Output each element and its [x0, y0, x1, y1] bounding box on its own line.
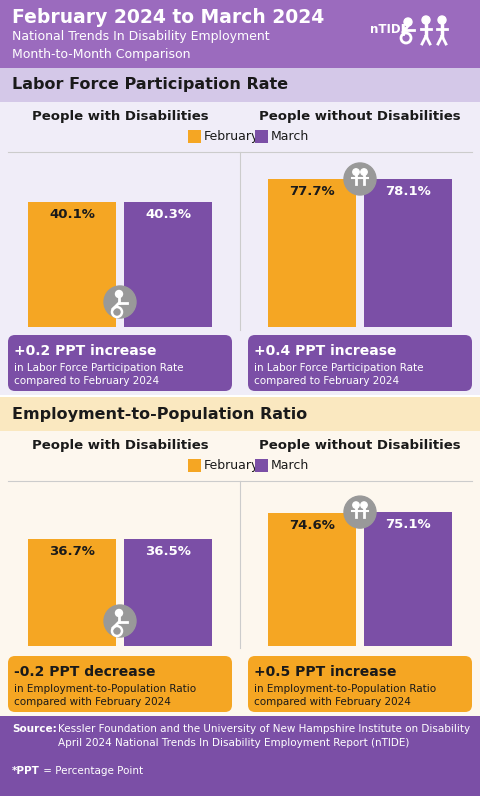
Bar	[268, 513, 356, 646]
Bar	[0, 431, 480, 716]
Text: Source:: Source:	[12, 724, 57, 734]
Bar	[188, 459, 201, 472]
Bar	[0, 716, 480, 796]
Circle shape	[438, 16, 446, 24]
Bar	[0, 0, 480, 68]
Circle shape	[104, 605, 136, 637]
Bar	[124, 539, 212, 646]
Circle shape	[116, 291, 122, 298]
Text: People without Disabilities: People without Disabilities	[259, 110, 461, 123]
Text: 74.6%: 74.6%	[289, 518, 335, 532]
Text: 75.1%: 75.1%	[385, 517, 431, 531]
Circle shape	[104, 286, 136, 318]
Text: March: March	[271, 459, 309, 472]
Text: 77.7%: 77.7%	[289, 185, 335, 198]
Text: nTIDE: nTIDE	[370, 23, 408, 36]
Circle shape	[361, 169, 367, 175]
FancyBboxPatch shape	[8, 335, 232, 391]
Circle shape	[422, 16, 430, 24]
Text: = Percentage Point: = Percentage Point	[40, 766, 143, 776]
Text: Employment-to-Population Ratio: Employment-to-Population Ratio	[12, 407, 307, 422]
Text: +0.4 PPT increase: +0.4 PPT increase	[254, 344, 396, 358]
Circle shape	[344, 496, 376, 528]
Text: People with Disabilities: People with Disabilities	[32, 110, 208, 123]
Text: *PPT: *PPT	[12, 766, 40, 776]
Text: +0.5 PPT increase: +0.5 PPT increase	[254, 665, 396, 679]
Text: 36.7%: 36.7%	[49, 544, 95, 557]
Text: Labor Force Participation Rate: Labor Force Participation Rate	[12, 77, 288, 92]
Circle shape	[353, 169, 359, 175]
Text: in Employment-to-Population Ratio
compared with February 2024: in Employment-to-Population Ratio compar…	[14, 684, 196, 707]
Text: February: February	[204, 130, 259, 143]
Bar	[255, 459, 268, 472]
Text: 78.1%: 78.1%	[385, 185, 431, 197]
Text: February 2024 to March 2024: February 2024 to March 2024	[12, 8, 324, 27]
FancyBboxPatch shape	[248, 335, 472, 391]
Bar	[268, 179, 356, 327]
Bar	[364, 512, 452, 646]
Text: March: March	[271, 130, 309, 143]
Text: Kessler Foundation and the University of New Hampshire Institute on Disability
A: Kessler Foundation and the University of…	[58, 724, 470, 747]
Text: National Trends In Disability Employment
Month-to-Month Comparison: National Trends In Disability Employment…	[12, 30, 270, 61]
Text: People without Disabilities: People without Disabilities	[259, 439, 461, 452]
Bar	[0, 102, 480, 395]
Text: People with Disabilities: People with Disabilities	[32, 439, 208, 452]
Bar	[124, 201, 212, 327]
Text: 36.5%: 36.5%	[145, 545, 191, 558]
Text: in Employment-to-Population Ratio
compared with February 2024: in Employment-to-Population Ratio compar…	[254, 684, 436, 707]
Circle shape	[116, 610, 122, 616]
Text: +0.2 PPT increase: +0.2 PPT increase	[14, 344, 156, 358]
Bar	[255, 130, 268, 143]
Circle shape	[404, 18, 412, 26]
FancyBboxPatch shape	[248, 656, 472, 712]
Text: 40.3%: 40.3%	[145, 208, 191, 220]
Text: -0.2 PPT decrease: -0.2 PPT decrease	[14, 665, 156, 679]
Text: in Labor Force Participation Rate
compared to February 2024: in Labor Force Participation Rate compar…	[14, 363, 183, 386]
Text: February: February	[204, 459, 259, 472]
Bar	[28, 539, 116, 646]
Circle shape	[361, 502, 367, 509]
Bar	[188, 130, 201, 143]
Bar	[0, 397, 480, 431]
Bar	[364, 178, 452, 327]
FancyBboxPatch shape	[8, 656, 232, 712]
Text: in Labor Force Participation Rate
compared to February 2024: in Labor Force Participation Rate compar…	[254, 363, 423, 386]
Bar	[28, 202, 116, 327]
Circle shape	[344, 163, 376, 195]
Bar	[0, 68, 480, 102]
Circle shape	[353, 502, 359, 509]
Text: 40.1%: 40.1%	[49, 209, 95, 221]
